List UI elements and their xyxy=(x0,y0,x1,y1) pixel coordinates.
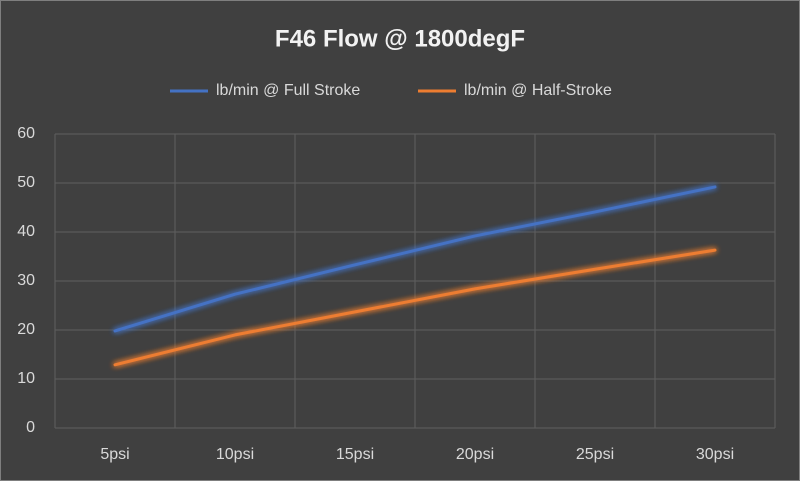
y-tick-label: 30 xyxy=(17,272,35,289)
x-tick-label: 30psi xyxy=(696,446,734,463)
x-tick-label: 10psi xyxy=(216,446,254,463)
x-tick-label: 15psi xyxy=(336,446,374,463)
y-tick-label: 10 xyxy=(17,370,35,387)
series-line xyxy=(113,248,717,367)
legend-label: lb/min @ Half-Stroke xyxy=(464,82,612,99)
chart-title: F46 Flow @ 1800degF xyxy=(275,25,525,52)
y-tick-label: 0 xyxy=(26,419,35,436)
y-tick-label: 50 xyxy=(17,174,35,191)
x-tick-label: 5psi xyxy=(100,446,129,463)
y-tick-label: 60 xyxy=(17,125,35,142)
series-line xyxy=(113,185,717,333)
legend-label: lb/min @ Full Stroke xyxy=(216,82,360,99)
x-tick-label: 20psi xyxy=(456,446,494,463)
x-tick-label: 25psi xyxy=(576,446,614,463)
y-tick-label: 40 xyxy=(17,223,35,240)
y-tick-label: 20 xyxy=(17,321,35,338)
